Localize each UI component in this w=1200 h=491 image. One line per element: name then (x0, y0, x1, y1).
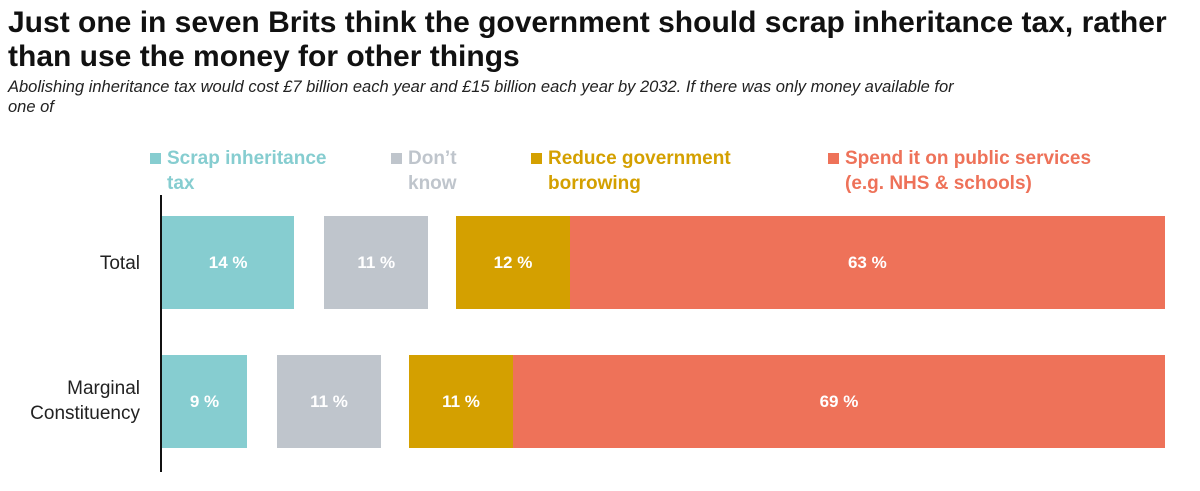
bar-total-spend: 63 % (569, 216, 1165, 309)
bar-label-total-spend: 63 % (847, 252, 887, 272)
legend-swatch-reduce (531, 153, 542, 164)
legend-swatch-spend (828, 153, 839, 164)
chart-title: Just one in seven Brits think the govern… (8, 6, 1167, 73)
legend-label-reduce: Reduce government borrowing (548, 148, 731, 194)
bar-total-dont-know: 11 % (324, 216, 429, 309)
bar-marginal-constituency-spend: 69 % (512, 355, 1165, 448)
bar-marginal-constituency-reduce: 11 % (409, 355, 513, 448)
bar-marginal-constituency-dont-know: 11 % (277, 355, 381, 448)
bar-total-scrap: 14 % (162, 216, 295, 309)
legend-swatch-scrap (150, 153, 161, 164)
bar-label-marginal-constituency-scrap: 9 % (189, 391, 220, 411)
legend-swatch-dont-know (391, 153, 402, 164)
legend-label-spend: Spend it on public services (e.g. NHS & … (845, 148, 1092, 194)
legend-label-scrap: Scrap inheritance tax (167, 148, 327, 194)
bar-label-total-dont-know: 11 % (357, 252, 396, 272)
bar-label-marginal-constituency-dont-know: 11 % (310, 391, 348, 411)
bar-marginal-constituency-scrap: 9 % (162, 355, 248, 448)
bar-label-total-reduce: 12 % (493, 252, 533, 272)
bar-label-total-scrap: 14 % (208, 252, 248, 272)
bar-label-marginal-constituency-spend: 69 % (819, 391, 859, 411)
bar-total-reduce: 12 % (456, 216, 570, 309)
bar-label-marginal-constituency-reduce: 11 % (442, 391, 480, 411)
row-label-total: Total (99, 253, 140, 274)
legend-label-dont-know: Don’t know (408, 148, 457, 194)
chart-subtitle: Abolishing inheritance tax would cost £7… (8, 78, 954, 116)
y-axis-line (160, 195, 162, 472)
row-label-marginal-constituency: Marginal Constituency (30, 378, 140, 424)
